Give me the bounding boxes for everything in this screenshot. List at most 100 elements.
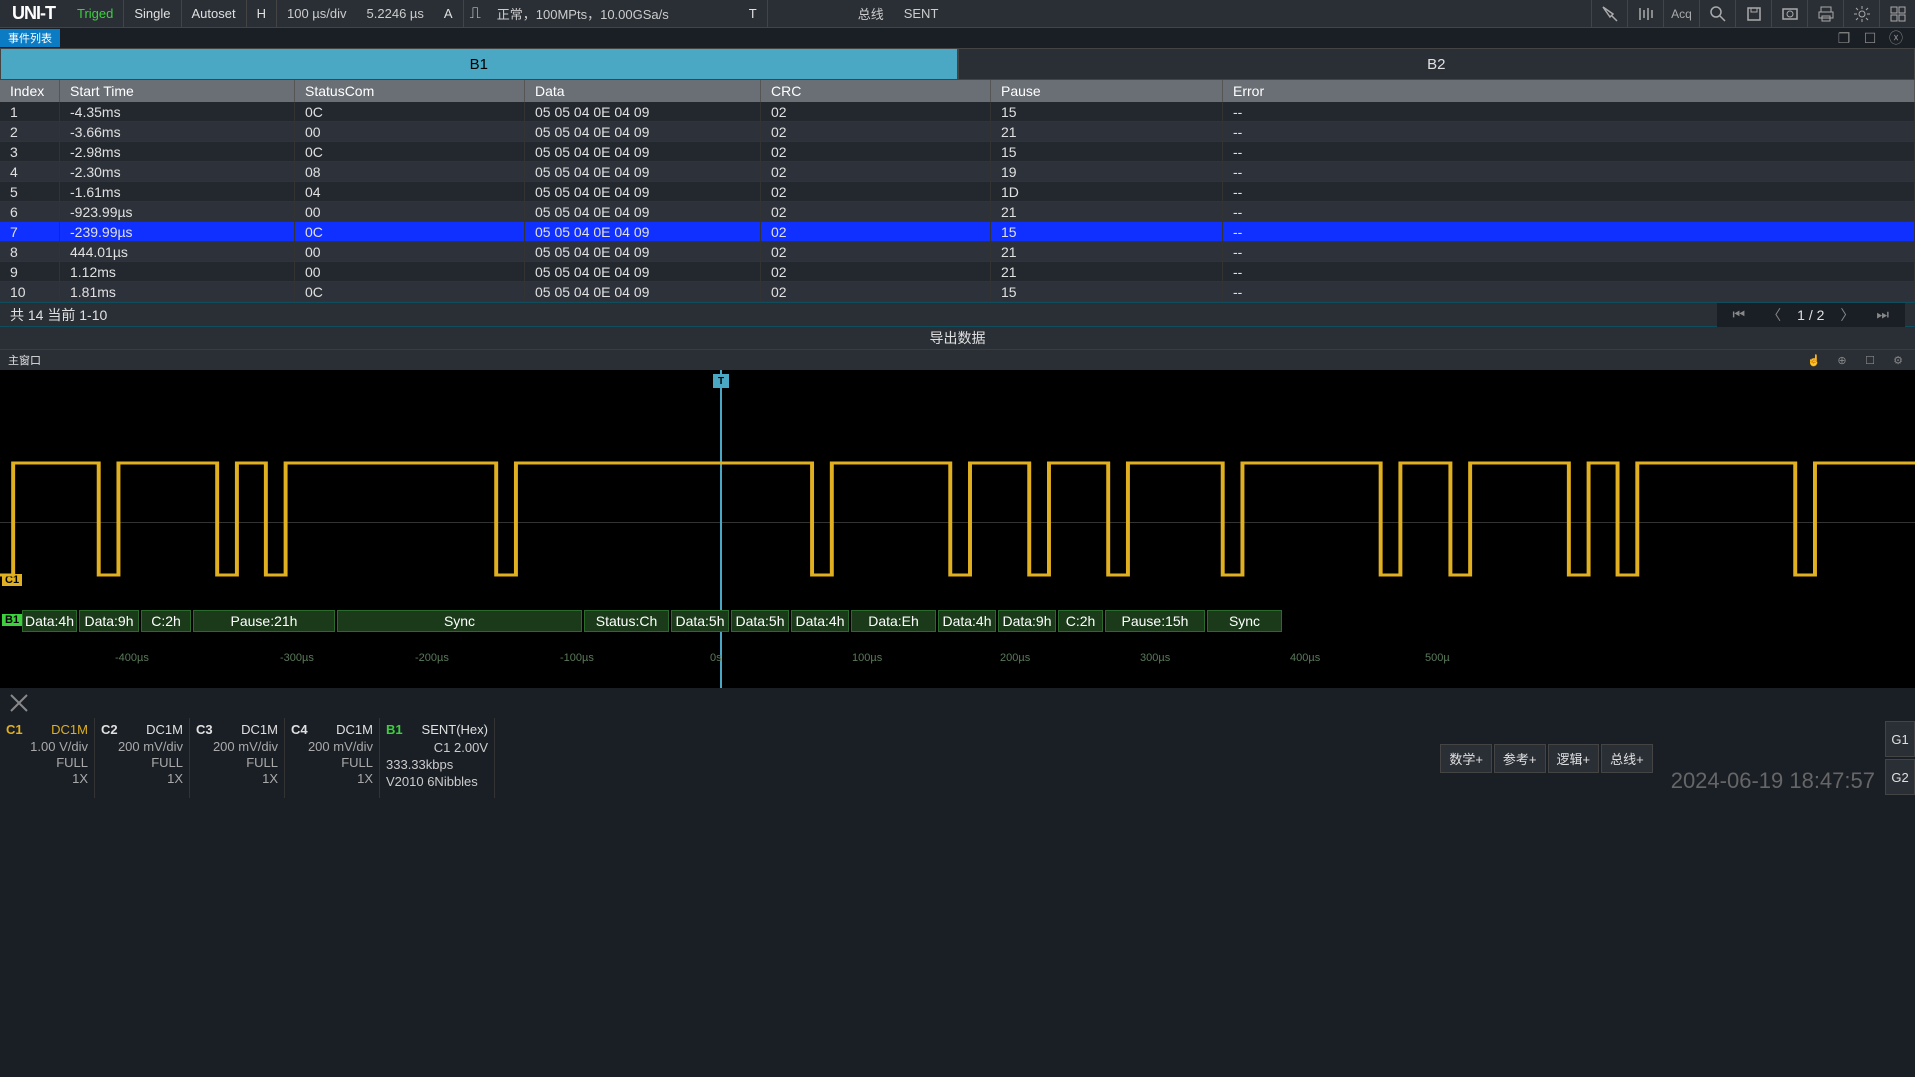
page-indicator: 1 / 2 — [1797, 307, 1824, 323]
channel-c2[interactable]: C2DC1M 200 mV/div FULL 1X — [95, 718, 190, 798]
search-icon[interactable] — [1699, 0, 1735, 28]
g1-button[interactable]: G1 — [1885, 721, 1915, 757]
table-row[interactable]: 5-1.61ms0405 05 04 0E 04 09021D-- — [0, 182, 1915, 202]
page-last-icon[interactable]: ⏭ — [1870, 306, 1895, 323]
cursor-icon[interactable] — [1591, 0, 1627, 28]
cell-error: -- — [1223, 222, 1915, 241]
c3-name: C3 — [196, 722, 213, 737]
cell-index: 8 — [0, 242, 60, 261]
tab-b2[interactable]: B2 — [958, 48, 1915, 80]
cell-status: 00 — [295, 122, 525, 141]
col-data[interactable]: Data — [525, 80, 761, 102]
cell-crc: 02 — [761, 242, 991, 261]
print-icon[interactable] — [1807, 0, 1843, 28]
window-restore-icon[interactable]: ❐ — [1835, 29, 1853, 47]
cell-data: 05 05 04 0E 04 09 — [525, 242, 761, 261]
time-tick: 100µs — [852, 652, 882, 664]
trigger-marker[interactable]: T — [713, 374, 729, 388]
settings-icon[interactable] — [1843, 0, 1879, 28]
channel-c1[interactable]: C1DC1M 1.00 V/div FULL 1X — [0, 718, 95, 798]
touch-icon[interactable]: ☝ — [1805, 351, 1823, 369]
table-row[interactable]: 8444.01µs0005 05 04 0E 04 090221-- — [0, 242, 1915, 262]
single-button[interactable]: Single — [124, 0, 181, 28]
table-row[interactable]: 6-923.99µs0005 05 04 0E 04 090221-- — [0, 202, 1915, 222]
decode-segment: Data:Eh — [851, 610, 936, 632]
c3-scale: 200 mV/div — [196, 739, 278, 755]
logic-button[interactable]: 逻辑+ — [1548, 744, 1600, 773]
math-button[interactable]: 数学+ — [1440, 744, 1492, 773]
table-row[interactable]: 91.12ms0005 05 04 0E 04 090221-- — [0, 262, 1915, 282]
event-list-tab[interactable]: 事件列表 — [0, 29, 60, 47]
decode-segment: Pause:21h — [193, 610, 335, 632]
cell-start: -2.30ms — [60, 162, 295, 181]
waveform-display[interactable]: T C1 B1 Data:4hData:9hC:2hPause:21hSyncS… — [0, 370, 1915, 688]
col-crc[interactable]: CRC — [761, 80, 991, 102]
table-row[interactable]: 3-2.98ms0C05 05 04 0E 04 090215-- — [0, 142, 1915, 162]
bus-b1[interactable]: B1SENT(Hex) C1 2.00V 333.33kbps V2010 6N… — [380, 718, 495, 798]
decode-segment: Data:5h — [671, 610, 729, 632]
cell-error: -- — [1223, 282, 1915, 301]
acq-button[interactable]: Acq — [1663, 0, 1699, 28]
h-label: H — [247, 0, 277, 28]
cell-crc: 02 — [761, 162, 991, 181]
table-row[interactable]: 2-3.66ms0005 05 04 0E 04 090221-- — [0, 122, 1915, 142]
wf-settings-icon[interactable]: ⚙ — [1889, 351, 1907, 369]
bus-button[interactable]: 总线+ — [1601, 744, 1653, 773]
measure-icon[interactable] — [1627, 0, 1663, 28]
col-pause[interactable]: Pause — [991, 80, 1223, 102]
decode-segment: Status:Ch — [584, 610, 669, 632]
cell-start: 444.01µs — [60, 242, 295, 261]
page-prev-icon[interactable]: 〈 — [1761, 305, 1787, 325]
layout-icon[interactable] — [1879, 0, 1915, 28]
tab-b1[interactable]: B1 — [0, 48, 958, 80]
crossed-tools-icon[interactable] — [8, 692, 30, 714]
ref-button[interactable]: 参考+ — [1494, 744, 1546, 773]
cell-status: 0C — [295, 222, 525, 241]
page-next-icon[interactable]: 〉 — [1834, 305, 1860, 325]
col-error[interactable]: Error — [1223, 80, 1915, 102]
g2-button[interactable]: G2 — [1885, 759, 1915, 795]
decode-segment: Data:9h — [79, 610, 139, 632]
cell-crc: 02 — [761, 222, 991, 241]
table-row[interactable]: 4-2.30ms0805 05 04 0E 04 090219-- — [0, 162, 1915, 182]
table-row[interactable]: 7-239.99µs0C05 05 04 0E 04 090215-- — [0, 222, 1915, 242]
table-row[interactable]: 1-4.35ms0C05 05 04 0E 04 090215-- — [0, 102, 1915, 122]
col-status[interactable]: StatusCom — [295, 80, 525, 102]
screenshot-icon[interactable] — [1771, 0, 1807, 28]
time-tick: 0s — [710, 652, 722, 664]
table-row[interactable]: 101.81ms0C05 05 04 0E 04 090215-- — [0, 282, 1915, 302]
page-first-icon[interactable]: ⏮ — [1727, 306, 1752, 323]
save-icon[interactable] — [1735, 0, 1771, 28]
export-button[interactable]: 导出数据 — [0, 326, 1915, 350]
triged-button[interactable]: Triged — [67, 0, 124, 28]
col-index[interactable]: Index — [0, 80, 60, 102]
zoom-icon[interactable]: ⊕ — [1833, 351, 1851, 369]
b1-channel-label[interactable]: B1 — [2, 614, 22, 626]
delay-value[interactable]: 5.2246 µs — [357, 6, 434, 21]
cell-start: 1.12ms — [60, 262, 295, 281]
event-table: Index Start Time StatusCom Data CRC Paus… — [0, 80, 1915, 326]
b1-version: V2010 6Nibbles — [386, 773, 488, 790]
c4-scale: 200 mV/div — [291, 739, 373, 755]
cell-error: -- — [1223, 182, 1915, 201]
cell-pause: 21 — [991, 262, 1223, 281]
cell-pause: 15 — [991, 102, 1223, 121]
autoset-button[interactable]: Autoset — [182, 0, 247, 28]
c4-coupling: DC1M — [336, 722, 373, 737]
channel-c4[interactable]: C4DC1M 200 mV/div FULL 1X — [285, 718, 380, 798]
c1-name: C1 — [6, 722, 23, 737]
window-maximize-icon[interactable]: ☐ — [1861, 29, 1879, 47]
timebase-value[interactable]: 100 µs/div — [277, 6, 357, 21]
top-toolbar: UNI-T Triged Single Autoset H 100 µs/div… — [0, 0, 1915, 28]
table-footer: 共 14 当前 1-10 ⏮ 〈 1 / 2 〉 ⏭ — [0, 302, 1915, 326]
col-start[interactable]: Start Time — [60, 80, 295, 102]
logo: UNI-T — [0, 3, 67, 24]
decode-strip: Data:4hData:9hC:2hPause:21hSyncStatus:Ch… — [22, 610, 1915, 632]
wf-maximize-icon[interactable]: ☐ — [1861, 351, 1879, 369]
pulse-icon: ⎍ — [464, 5, 487, 23]
channel-c3[interactable]: C3DC1M 200 mV/div FULL 1X — [190, 718, 285, 798]
cell-pause: 21 — [991, 122, 1223, 141]
window-close-icon[interactable]: ⓧ — [1887, 29, 1905, 47]
waveform-title: 主窗口 — [8, 352, 41, 368]
protocol-label: SENT — [894, 6, 949, 21]
